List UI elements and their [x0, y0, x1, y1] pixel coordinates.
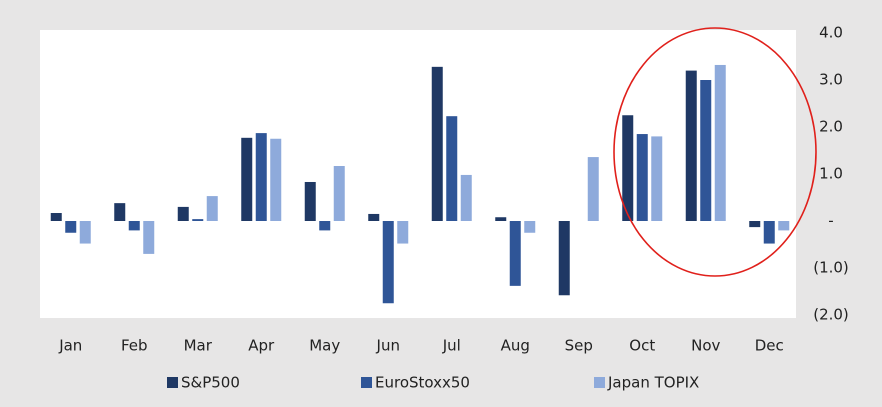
bar [255, 133, 267, 221]
bar [65, 221, 77, 233]
bar [524, 221, 536, 233]
y-tick-label: 2.0 [819, 118, 843, 136]
x-tick-label: Jul [442, 337, 461, 355]
bar [177, 206, 189, 221]
bar [397, 221, 409, 244]
x-tick-label: Feb [121, 337, 148, 355]
bar [192, 219, 204, 221]
y-tick-label: - [828, 212, 833, 230]
y-tick-label: 4.0 [819, 24, 843, 42]
bar [333, 166, 345, 221]
bar [460, 174, 472, 221]
bar [241, 137, 253, 221]
bar [270, 138, 282, 221]
legend-swatch [594, 377, 605, 388]
bar [368, 213, 380, 221]
bar [685, 70, 697, 221]
bar [651, 136, 663, 221]
bar [622, 115, 634, 221]
bar [700, 80, 712, 221]
x-tick-label: Jun [376, 337, 400, 355]
bar [382, 221, 394, 304]
bar [206, 196, 218, 221]
bar [128, 221, 140, 231]
bar [778, 221, 790, 231]
x-tick-label: Apr [248, 337, 275, 355]
bar [319, 221, 331, 231]
bar [495, 217, 507, 221]
legend-swatch [361, 377, 372, 388]
bar [636, 134, 648, 221]
bar [558, 221, 570, 296]
bar [714, 64, 726, 222]
highlight-circle [613, 27, 817, 277]
y-tick-label: (2.0) [813, 306, 849, 324]
bar [446, 116, 458, 221]
bar [79, 221, 91, 244]
x-tick-label: Jan [58, 337, 82, 355]
bar [763, 221, 775, 244]
x-tick-label: Nov [691, 337, 720, 355]
bar [749, 221, 761, 228]
legend-label: EuroStoxx50 [375, 374, 470, 392]
bar [304, 181, 316, 221]
legend-label: S&P500 [181, 374, 240, 392]
y-tick-label: 3.0 [819, 71, 843, 89]
x-tick-label: Dec [755, 337, 784, 355]
legend-label: Japan TOPIX [607, 374, 699, 392]
bar [50, 213, 62, 221]
bar [114, 203, 126, 221]
bar [431, 66, 443, 221]
bar [509, 221, 521, 286]
x-tick-label: Mar [184, 337, 213, 355]
x-tick-label: May [309, 337, 340, 355]
y-tick-label: 1.0 [819, 165, 843, 183]
y-tick-label: (1.0) [813, 259, 849, 277]
x-tick-label: Oct [629, 337, 655, 355]
plot-area [40, 30, 796, 318]
x-tick-label: Aug [501, 337, 530, 355]
bar [587, 157, 599, 221]
bar [143, 221, 155, 254]
x-tick-label: Sep [565, 337, 593, 355]
legend-swatch [167, 377, 178, 388]
